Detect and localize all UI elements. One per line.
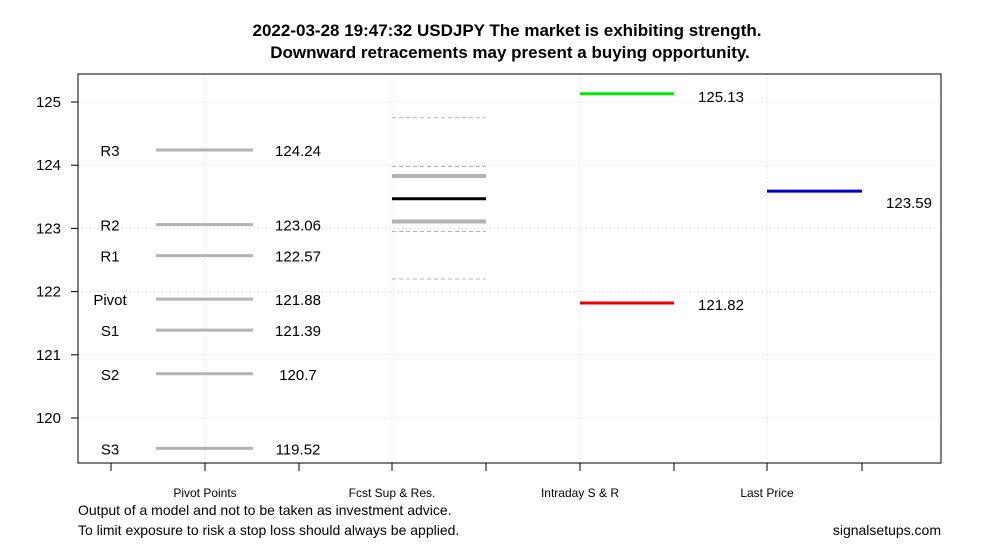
y-tick-label-5: 125 xyxy=(36,94,61,111)
pivot-level-label: Pivot xyxy=(93,292,127,309)
pivot-value-label: 120.7 xyxy=(279,367,317,384)
pivot-value-label: 121.88 xyxy=(275,292,321,309)
x-category-label-1: Fcst Sup & Res. xyxy=(349,486,436,500)
disclaimer-line-2: To limit exposure to risk a stop loss sh… xyxy=(78,522,459,538)
last-price-label: 123.59 xyxy=(886,195,932,212)
grid xyxy=(78,74,941,463)
y-tick-label-3: 123 xyxy=(36,220,61,237)
source-credit: signalsetups.com xyxy=(833,522,941,538)
pivot-level-label: S2 xyxy=(101,367,119,384)
pivot-level-label: R2 xyxy=(100,218,119,235)
y-tick-label-4: 124 xyxy=(36,157,61,174)
disclaimer-line-1: Output of a model and not to be taken as… xyxy=(78,502,452,518)
y-tick-label-1: 121 xyxy=(36,347,61,364)
pivot-value-label: 124.24 xyxy=(275,143,321,160)
x-category-label-0: Pivot Points xyxy=(173,486,236,500)
pivot-value-label: 119.52 xyxy=(276,441,321,458)
pivot-level-label: R1 xyxy=(100,249,119,266)
x-category-label-3: Last Price xyxy=(740,486,794,500)
pivot-level-label: S3 xyxy=(101,441,119,458)
pivot-value-label: 122.57 xyxy=(275,249,321,266)
pivot-value-label: 123.06 xyxy=(275,218,321,235)
chart-title-line-1: 2022-03-28 19:47:32 USDJPY The market is… xyxy=(253,21,762,40)
pivot-level-label: S1 xyxy=(101,323,119,340)
pivot-value-label: 121.39 xyxy=(275,323,321,340)
pivot-level-label: R3 xyxy=(100,143,119,160)
plot-frame xyxy=(77,73,942,464)
intraday-support-label: 121.82 xyxy=(698,297,744,314)
chart-title-line-2: Downward retracements may present a buyi… xyxy=(270,43,750,62)
chart-marks: R3 124.24 R2 123.06 R1 122.57 Pivot 121.88 S1 121… xyxy=(93,89,932,459)
y-tick-label-0: 120 xyxy=(36,410,61,427)
x-axis: Pivot Points Fcst Sup & Res. Intraday S & … xyxy=(110,463,863,500)
x-category-label-2: Intraday S & R xyxy=(541,486,619,500)
y-axis: 120 121 122 123 124 125 xyxy=(36,94,78,427)
y-tick-label-2: 122 xyxy=(36,284,61,301)
intraday-resistance-label: 125.13 xyxy=(698,89,744,106)
